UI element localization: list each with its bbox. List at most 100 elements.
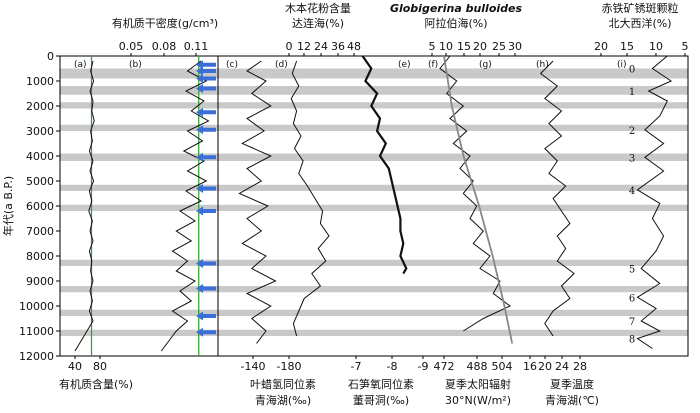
- bottom-tick-label-c: -140: [241, 360, 266, 373]
- y-tick-label: 5000: [26, 175, 54, 188]
- panel-tag-i: (i): [617, 60, 627, 70]
- panel-tag-g: (g): [479, 60, 492, 70]
- event-label-6: 6: [629, 293, 635, 304]
- top-tick-label-i: 20: [594, 40, 608, 53]
- top-tick-label-f: 15: [457, 40, 471, 53]
- y-tick-label: 0: [47, 50, 54, 63]
- y-tick-label: 4000: [26, 150, 54, 163]
- top-subtitle-i: 北大西洋(%): [608, 16, 671, 30]
- shaded-band-0: [60, 68, 688, 79]
- y-tick-label: 1000: [26, 75, 54, 88]
- y-tick-label: 8000: [26, 250, 54, 263]
- panel-tag-c: (c): [226, 60, 238, 70]
- bottom-tick-label-e: -8: [387, 360, 398, 373]
- arrow-marker-12: [196, 327, 216, 337]
- series-line-h: [539, 60, 575, 337]
- arrow-marker-8: [196, 206, 216, 216]
- top-tick-label-f: 25: [492, 40, 506, 53]
- arrow-marker-0: [196, 60, 216, 70]
- series-line-i: [636, 55, 673, 349]
- top-tick-label-d: 48: [347, 40, 361, 53]
- series-line-c: [238, 60, 277, 344]
- top-tick-label-b: 0.11: [184, 40, 209, 53]
- shaded-band-10: [60, 329, 688, 336]
- top-title-f: Globigerina bulloides: [390, 2, 523, 15]
- top-title-d: 木本花粉含量: [285, 1, 351, 15]
- top-tick-label-d: 36: [331, 40, 345, 53]
- event-label-2: 2: [629, 126, 635, 137]
- series-line-d: [290, 60, 330, 337]
- top-tick-label-i: 15: [620, 40, 634, 53]
- bottom-title-g: 夏季太阳辐射: [445, 377, 511, 391]
- top-subtitle-d: 达连海(%): [292, 16, 344, 30]
- top-tick-label-d: 24: [314, 40, 328, 53]
- series-line-f: [439, 55, 511, 332]
- bottom-tick-label-h: 20: [538, 360, 552, 373]
- event-label-7: 7: [629, 317, 635, 328]
- series-line-e: [361, 55, 408, 275]
- panel-tag-f: (f): [428, 60, 438, 70]
- top-tick-label-f: 10: [439, 40, 453, 53]
- shaded-band-5: [60, 184, 688, 191]
- bottom-tick-label-e: -9: [418, 360, 429, 373]
- event-label-0: 0: [629, 65, 635, 76]
- panel-tag-e: (e): [398, 60, 411, 70]
- top-tick-label-f: 20: [473, 40, 487, 53]
- bottom-title-h: 夏季温度: [550, 377, 594, 391]
- shaded-band-2: [60, 102, 688, 109]
- top-tick-label-b: 0.05: [119, 40, 144, 53]
- bottom-tick-label-h: 28: [573, 360, 587, 373]
- top-tick-label-f: 30: [508, 40, 522, 53]
- event-label-4: 4: [629, 186, 635, 197]
- shaded-band-7: [60, 259, 688, 266]
- event-label-3: 3: [629, 153, 635, 164]
- y-tick-label: 2000: [26, 100, 54, 113]
- bottom-tick-label-a: 40: [68, 360, 82, 373]
- y-tick-label: 11000: [19, 325, 54, 338]
- shaded-band-4: [60, 153, 688, 161]
- panel-tag-h: (h): [536, 60, 549, 70]
- top-tick-label-d: 12: [297, 40, 311, 53]
- y-tick-label: 7000: [26, 225, 54, 238]
- bottom-title-a: 有机质含量(%): [59, 377, 133, 391]
- event-label-1: 1: [629, 87, 635, 98]
- arrow-marker-4: [196, 107, 216, 117]
- bottom-tick-label-h: 24: [555, 360, 569, 373]
- series-line-g: [443, 55, 514, 344]
- shaded-band-8: [60, 286, 688, 293]
- shaded-band-9: [60, 309, 688, 316]
- y-tick-label: 12000: [19, 350, 54, 363]
- y-tick-label: 9000: [26, 275, 54, 288]
- panel-tag-b: (b): [129, 60, 142, 70]
- event-label-5: 5: [629, 265, 635, 276]
- arrow-marker-3: [196, 84, 216, 93]
- top-subtitle-f: 阿拉伯海(%): [424, 16, 487, 30]
- arrow-marker-10: [196, 284, 216, 293]
- bottom-tick-label-e: -7: [351, 360, 362, 373]
- panel-tag-a: (a): [74, 60, 87, 70]
- bottom-subtitle-c: 青海湖(‰): [255, 393, 311, 407]
- top-tick-label-i: 5: [682, 40, 689, 53]
- arrow-marker-2: [196, 74, 216, 83]
- top-tick-label-f: 5: [429, 40, 436, 53]
- event-label-8: 8: [629, 335, 635, 346]
- top-title-i: 赤铁矿锈斑颗粒: [602, 1, 679, 15]
- series-line-b: [160, 60, 210, 352]
- arrow-marker-5: [196, 125, 216, 135]
- bottom-tick-label-c: -180: [277, 360, 302, 373]
- bottom-title-c: 叶蜡氢同位素: [250, 377, 316, 391]
- y-tick-label: 10000: [19, 300, 54, 313]
- y-tick-label: 3000: [26, 125, 54, 138]
- bottom-tick-label-g: 488: [467, 360, 488, 373]
- bottom-subtitle-h: 青海湖(℃): [545, 393, 599, 407]
- top-tick-label-d: 0: [286, 40, 293, 53]
- bottom-tick-label-h: 16: [523, 360, 537, 373]
- bottom-tick-label-a: 80: [93, 360, 107, 373]
- bottom-tick-label-g: 472: [434, 360, 455, 373]
- arrow-marker-11: [196, 311, 216, 321]
- arrow-marker-6: [196, 152, 216, 162]
- arrow-marker-9: [196, 259, 216, 268]
- shaded-band-6: [60, 204, 688, 211]
- series-line-a: [74, 60, 95, 352]
